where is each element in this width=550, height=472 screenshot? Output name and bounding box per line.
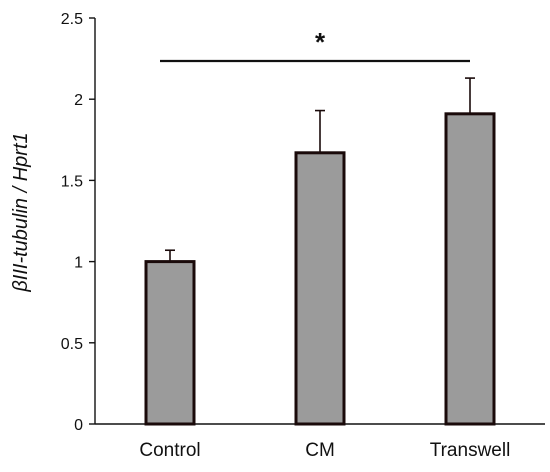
y-tick-label: 2 [74, 92, 83, 109]
y-tick-label: 0.5 [61, 336, 83, 353]
bars [144, 112, 496, 426]
x-tick-label-transwell: Transwell [430, 440, 511, 461]
y-tick-label: 0 [74, 417, 83, 434]
x-tick-labels: Control CM Transwell [139, 440, 510, 461]
bar-control [144, 260, 196, 426]
y-tick-label: 1 [74, 255, 83, 272]
bar-cm [294, 151, 346, 426]
bar-transwell [444, 112, 496, 426]
error-bars [165, 77, 475, 262]
y-axis-label: βIII-tubulin / Hprt1 [10, 132, 32, 292]
x-tick-label-control: Control [139, 440, 200, 461]
significance-star: * [315, 27, 326, 57]
y-tick-label: 2.5 [61, 11, 83, 28]
significance-annotation: * [160, 27, 470, 63]
y-tick-label: 1.5 [61, 173, 83, 190]
y-ticks: 0 0.5 1 1.5 2 2.5 [61, 11, 95, 434]
x-tick-label-cm: CM [305, 440, 335, 461]
